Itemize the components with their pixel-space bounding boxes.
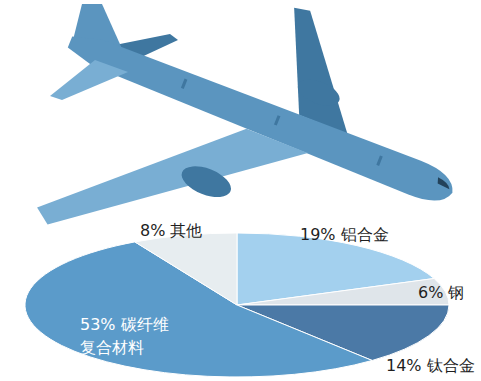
door [376, 156, 382, 166]
pie-area [25, 233, 449, 377]
slice-value: 8% [140, 221, 165, 240]
near-stabilizer [50, 60, 128, 100]
near-engine [177, 160, 235, 203]
cockpit [435, 177, 452, 189]
slice-value: 53% [80, 315, 116, 334]
slice-value: 19% [300, 225, 336, 244]
slice-label: 14%钛合金 [386, 356, 475, 375]
slice-label: 53%碳纤维复合材料 [80, 315, 169, 357]
data-labels: 19%铝合金 6%钢 14%钛合金 53%碳纤维复合材料 8% 其他 [80, 221, 475, 375]
slice-category: 碳纤维 [120, 315, 169, 334]
slice-category: 钢 [447, 283, 464, 302]
door [274, 115, 280, 125]
chart: 19%铝合金 6%钢 14%钛合金 53%碳纤维复合材料 8% 其他 [0, 0, 481, 381]
pie [25, 233, 449, 377]
far-engine [294, 74, 343, 111]
slice-label: 19%铝合金 [300, 225, 389, 244]
slice-category: 其他 [170, 221, 202, 240]
slice-category: 复合材料 [80, 338, 144, 357]
door [181, 79, 187, 89]
pie-slice [237, 278, 449, 305]
slice-category: 铝合金 [340, 225, 389, 244]
slice-value: 14% [386, 356, 422, 375]
slice-value: 6% [418, 283, 443, 302]
slice-label: 8% 其他 [140, 221, 202, 240]
pie-slice [135, 233, 237, 305]
slice-label: 6%钢 [418, 283, 464, 302]
slice-category: 钛合金 [426, 356, 475, 375]
